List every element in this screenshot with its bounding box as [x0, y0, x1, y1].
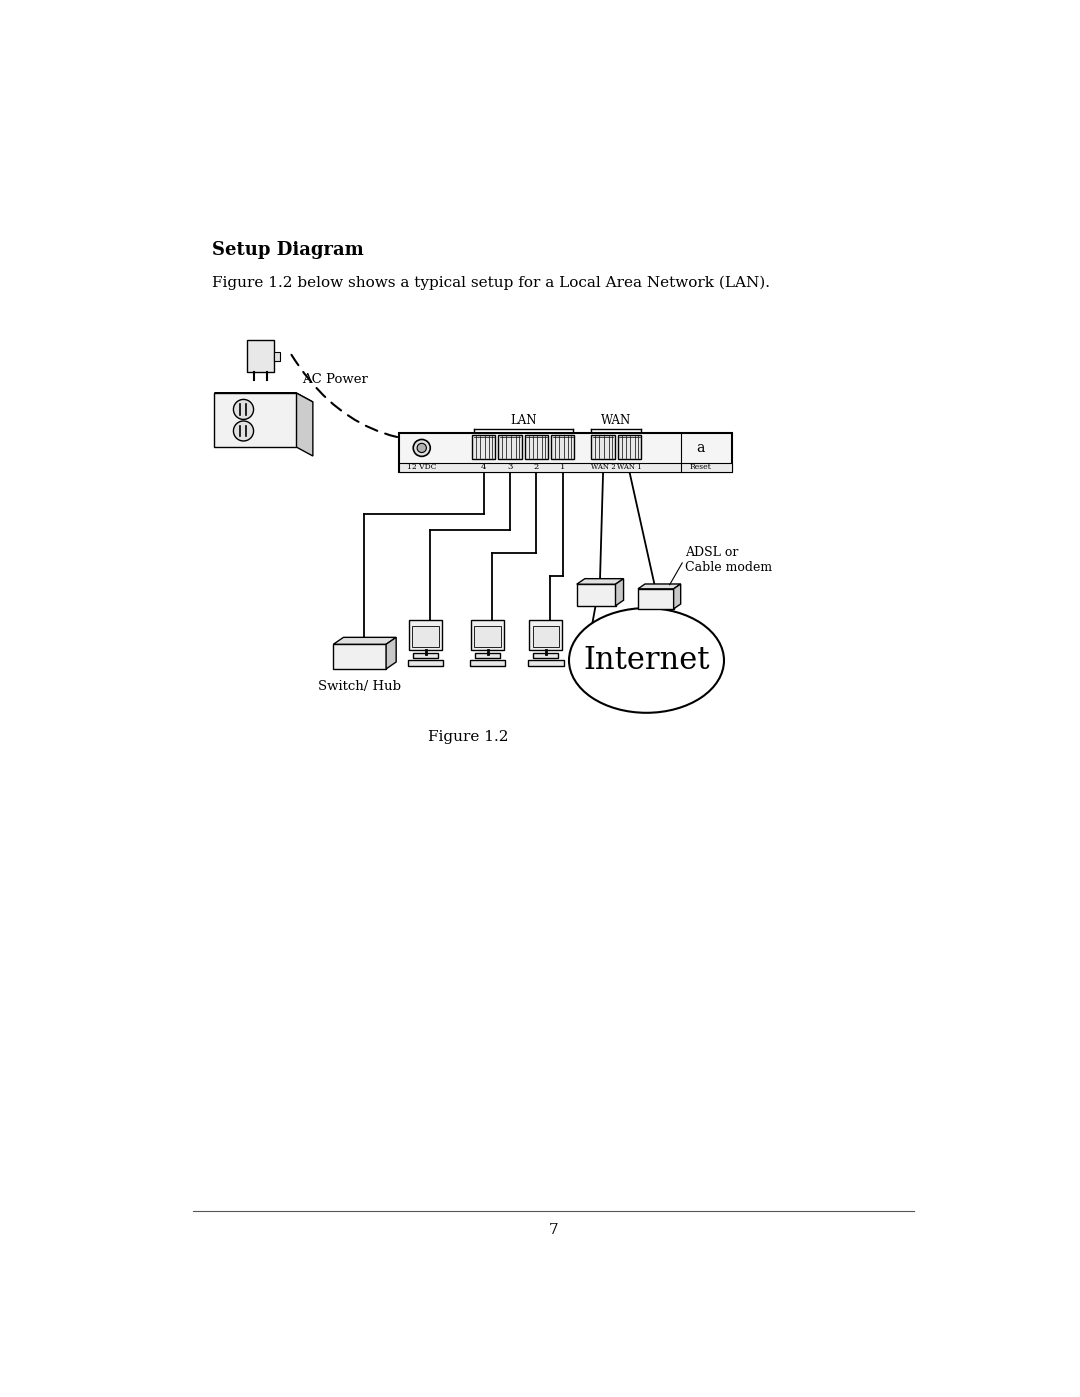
Bar: [499, 434, 522, 460]
Text: Switch/ Hub: Switch/ Hub: [319, 680, 402, 693]
Polygon shape: [215, 393, 296, 447]
Bar: [528, 661, 564, 666]
Polygon shape: [577, 584, 616, 606]
Ellipse shape: [569, 608, 724, 712]
Circle shape: [233, 400, 254, 419]
Bar: [592, 434, 615, 460]
Polygon shape: [674, 584, 680, 609]
Bar: [534, 652, 558, 658]
Bar: [470, 661, 505, 666]
Bar: [532, 626, 559, 647]
Polygon shape: [334, 637, 396, 644]
Text: 7: 7: [549, 1224, 558, 1238]
Bar: [413, 626, 438, 647]
Circle shape: [417, 443, 427, 453]
Circle shape: [233, 420, 254, 441]
Text: 4: 4: [481, 464, 486, 471]
Text: ADSL or
Cable modem: ADSL or Cable modem: [685, 546, 772, 574]
Text: 2: 2: [534, 464, 539, 471]
Polygon shape: [334, 644, 387, 669]
Polygon shape: [616, 578, 623, 606]
Polygon shape: [387, 637, 396, 669]
Text: Reset: Reset: [690, 464, 712, 471]
Text: Figure 1.2 below shows a typical setup for a Local Area Network (LAN).: Figure 1.2 below shows a typical setup f…: [213, 275, 770, 289]
Bar: [274, 352, 281, 360]
Bar: [408, 661, 444, 666]
Bar: [247, 339, 274, 373]
Bar: [399, 462, 732, 472]
Bar: [409, 620, 442, 651]
Bar: [474, 626, 501, 647]
Bar: [525, 434, 548, 460]
Polygon shape: [577, 578, 623, 584]
Text: 1: 1: [561, 464, 566, 471]
Bar: [618, 434, 642, 460]
Polygon shape: [638, 588, 674, 609]
Bar: [475, 652, 500, 658]
Polygon shape: [296, 393, 313, 455]
Circle shape: [414, 440, 430, 457]
Text: 12 VDC: 12 VDC: [407, 464, 436, 471]
Text: WAN 1: WAN 1: [617, 464, 642, 471]
Text: LAN: LAN: [510, 414, 537, 427]
Bar: [414, 652, 438, 658]
Polygon shape: [638, 584, 680, 588]
Bar: [472, 434, 496, 460]
Bar: [529, 620, 562, 651]
Text: Figure 1.2: Figure 1.2: [428, 731, 509, 745]
Polygon shape: [215, 393, 313, 402]
Text: WAN: WAN: [602, 414, 632, 427]
Text: Setup Diagram: Setup Diagram: [213, 240, 364, 258]
Text: Internet: Internet: [583, 645, 710, 676]
Text: 3: 3: [508, 464, 513, 471]
Bar: [551, 434, 575, 460]
Bar: [471, 620, 504, 651]
Bar: [399, 433, 732, 472]
Text: a: a: [697, 441, 705, 455]
Text: WAN 2: WAN 2: [591, 464, 616, 471]
Text: AC Power: AC Power: [301, 373, 367, 386]
